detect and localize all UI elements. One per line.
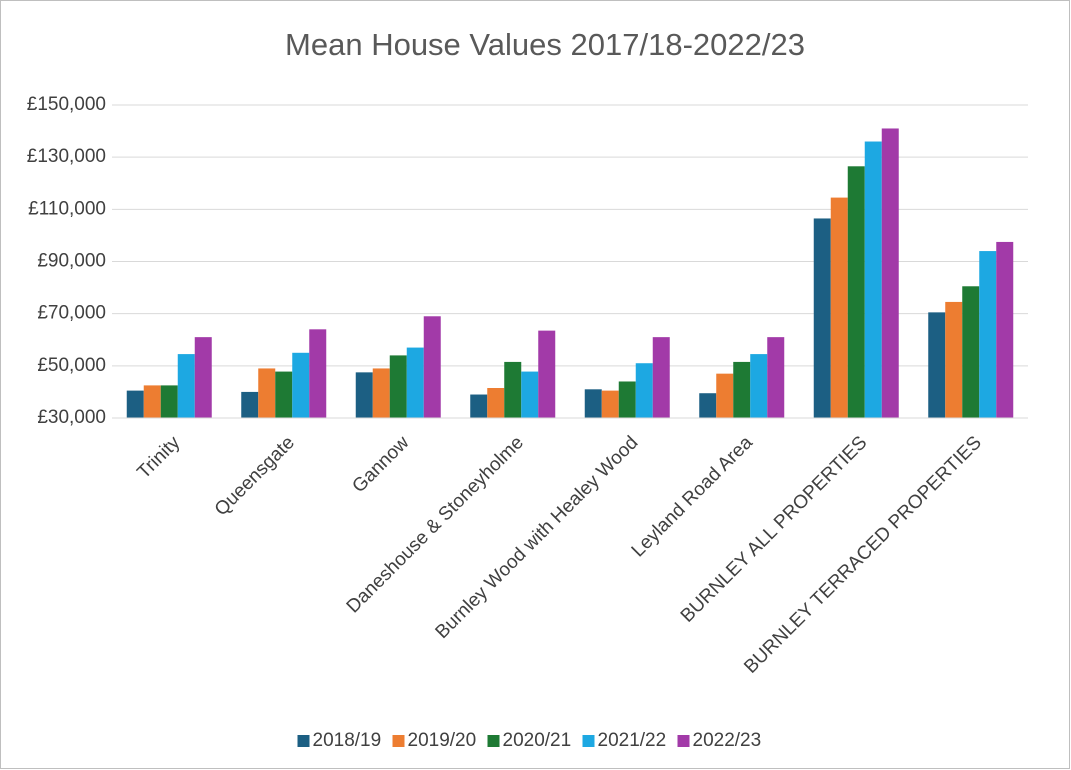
bar [928, 312, 946, 418]
bar [881, 128, 899, 418]
bar [716, 373, 734, 418]
bar [864, 141, 882, 418]
bar [292, 352, 310, 418]
bar [652, 337, 670, 418]
bar [126, 390, 144, 418]
bar [355, 372, 373, 418]
bar [830, 197, 848, 418]
legend-swatch [487, 735, 500, 747]
bar [258, 368, 276, 418]
bar [194, 337, 212, 418]
legend-swatch [297, 735, 310, 747]
y-tick-label: £150,000 [27, 94, 106, 115]
bar [601, 390, 619, 418]
bar [699, 393, 717, 418]
bar [750, 354, 768, 418]
bar [945, 301, 963, 418]
bar [423, 316, 441, 418]
bar [584, 389, 602, 418]
bar [538, 330, 556, 418]
bar [521, 371, 539, 418]
bar [733, 361, 751, 418]
bar [635, 363, 653, 418]
bar [962, 286, 980, 418]
legend-label: 2018/19 [313, 730, 382, 751]
bar [996, 241, 1014, 418]
bar [767, 337, 785, 418]
bar [487, 388, 505, 418]
y-tick-label: £90,000 [37, 251, 106, 272]
legend-label: 2020/21 [503, 730, 572, 751]
bar [389, 355, 407, 418]
y-tick-label: £50,000 [37, 355, 106, 376]
legend-label: 2022/23 [693, 730, 762, 751]
legend-swatch [582, 735, 595, 747]
bar [372, 368, 390, 418]
bar [275, 371, 293, 418]
bar [241, 391, 259, 418]
bar [177, 354, 195, 418]
legend-label: 2021/22 [598, 730, 667, 751]
bar [309, 329, 327, 418]
bar [504, 361, 522, 418]
bar [979, 251, 997, 418]
legend-label: 2019/20 [408, 730, 477, 751]
y-tick-label: £110,000 [28, 198, 106, 219]
bar [143, 385, 161, 418]
legend-swatch [392, 735, 405, 747]
chart-title: Mean House Values 2017/18-2022/23 [285, 27, 805, 62]
y-tick-label: £70,000 [37, 303, 106, 324]
bar [470, 394, 488, 418]
bar [813, 218, 831, 418]
y-tick-label: £30,000 [37, 407, 106, 428]
bar [160, 385, 178, 418]
legend-swatch [677, 735, 690, 747]
bar [847, 166, 865, 418]
y-tick-label: £130,000 [27, 146, 106, 167]
bar [618, 381, 636, 418]
bar [406, 347, 424, 418]
